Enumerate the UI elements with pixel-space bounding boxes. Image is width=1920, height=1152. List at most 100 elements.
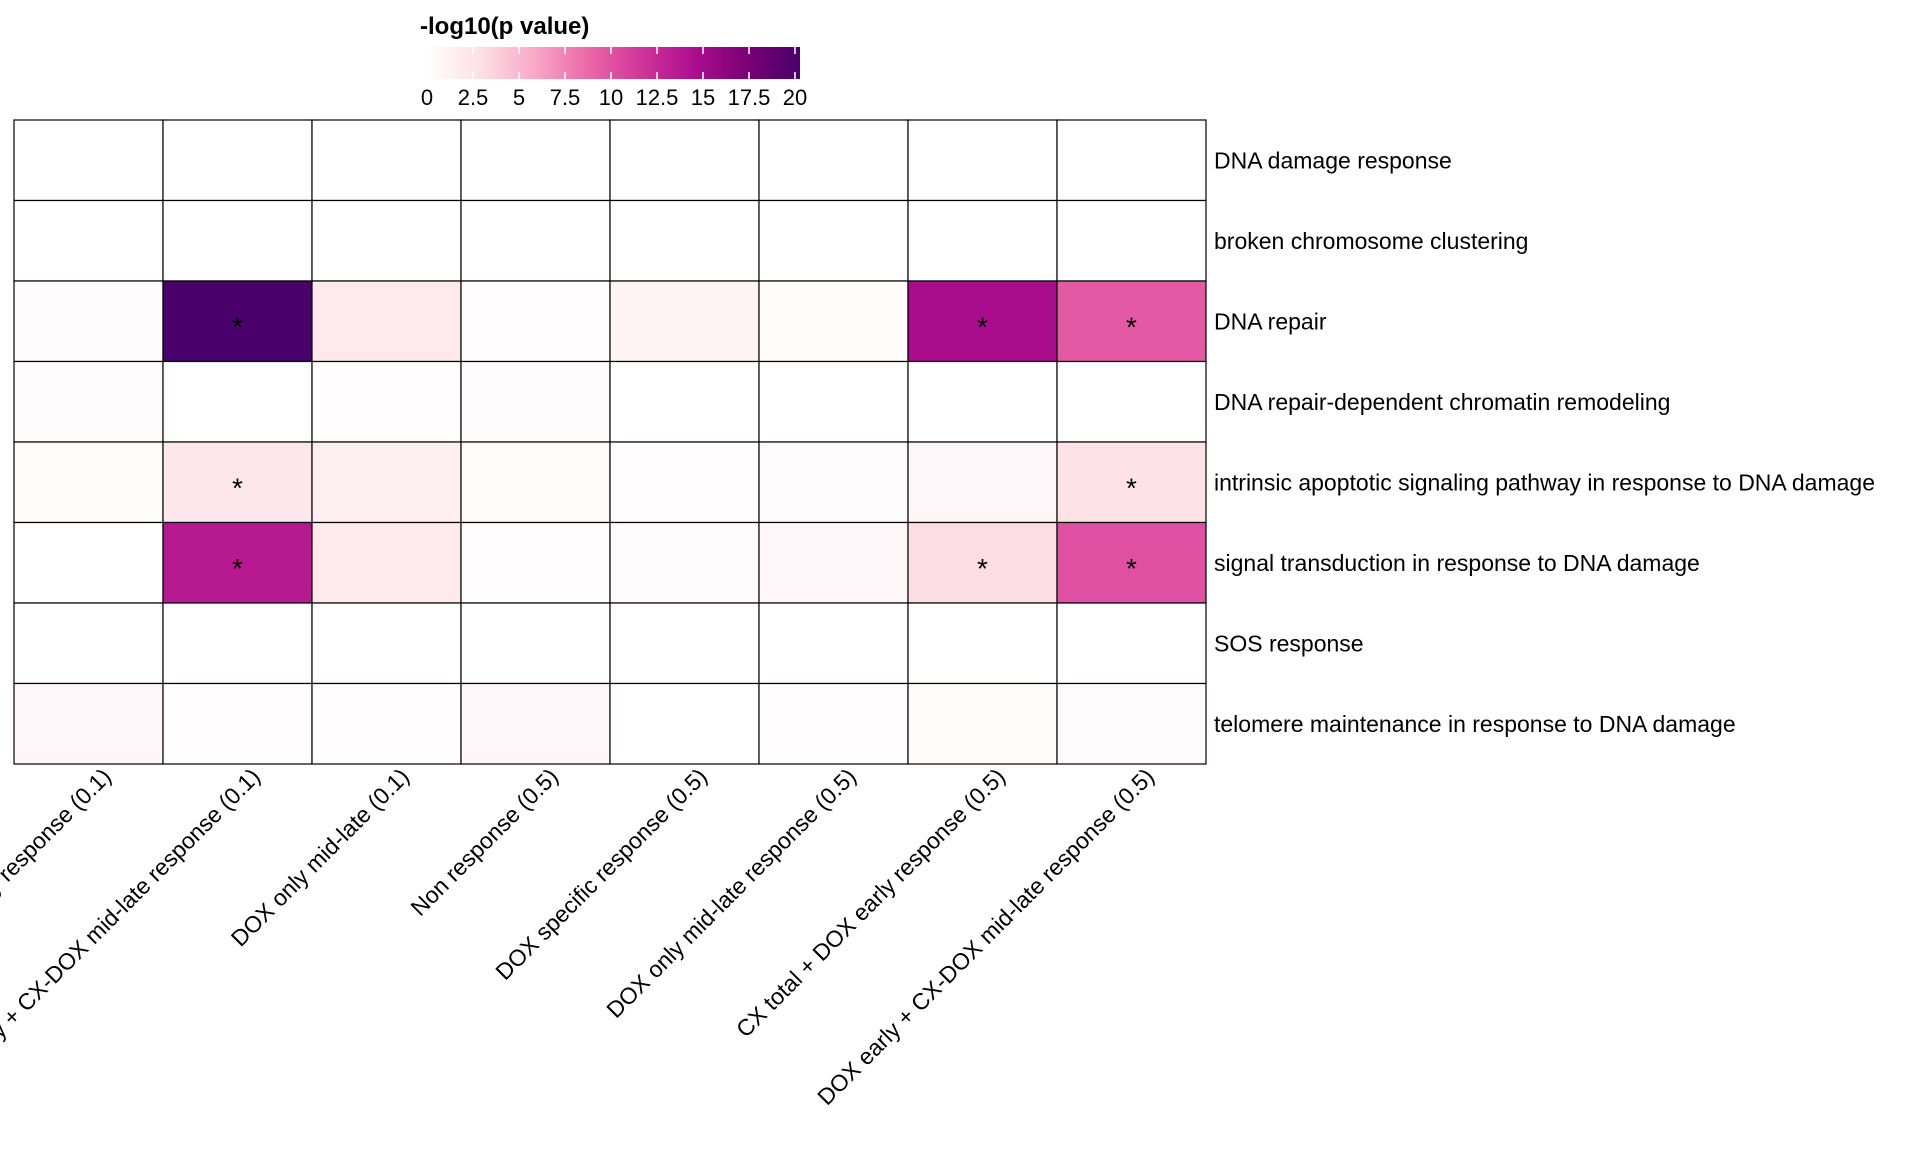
heatmap-cell [609,280,760,363]
row-label: signal transduction in response to DNA d… [1214,550,1700,576]
heatmap-cell [907,119,1058,202]
heatmap-cell [907,199,1058,282]
heatmap-cell [907,280,1058,363]
column-label: Non response (0.5) [405,763,563,921]
heatmap-cell [162,280,313,363]
heatmap-cell [460,119,611,202]
column-label: CX total + DOX early response (0.5) [731,763,1010,1042]
heatmap-cell [162,119,313,202]
heatmap-cell [609,360,760,443]
heatmap-cell [311,199,462,282]
significance-star: * [1126,553,1137,584]
heatmap-cell [758,280,909,363]
heatmap-cell [758,119,909,202]
heatmap-cell [311,360,462,443]
heatmap-cell [1056,441,1207,524]
heatmap-cell [460,521,611,604]
heatmap-cell [460,280,611,363]
row-label: broken chromosome clustering [1214,228,1528,254]
legend-tick-label: 2.5 [458,85,489,110]
legend-colorbar [427,47,800,79]
significance-star: * [232,311,243,342]
legend-tick-label: 12.5 [636,85,679,110]
heatmap-cell [13,199,164,282]
significance-markers: * * * * * * * * [232,311,1137,584]
legend-tick-label: 15 [691,85,715,110]
heatmap-cell [162,602,313,685]
heatmap-cell [311,602,462,685]
legend-tick-label: 20 [783,85,807,110]
heatmap-cell [758,199,909,282]
significance-star: * [1126,472,1137,503]
heatmap-cell [609,521,760,604]
heatmap-cell [13,360,164,443]
heatmap-cell [1056,280,1207,363]
heatmap-cell [13,521,164,604]
row-label: DNA damage response [1214,147,1452,173]
heatmap-cell [907,360,1058,443]
heatmap-cell [609,682,760,765]
heatmap-cell [907,682,1058,765]
column-label: DOX only mid-late response (0.5) [601,763,861,1023]
heatmap-cell [758,682,909,765]
heatmap-cell [460,602,611,685]
color-legend: -log10(p value) 0 2.5 5 7.5 10 12.5 15 17.5 20 [420,13,807,110]
legend-tick-label: 17.5 [728,85,771,110]
heatmap-cell [1056,199,1207,282]
heatmap-cell [162,521,313,604]
significance-star: * [232,553,243,584]
heatmap-cell [609,441,760,524]
heatmap-cell [907,441,1058,524]
row-label: DNA repair [1214,308,1327,334]
heatmap-cell [13,119,164,202]
row-label: SOS response [1214,630,1364,656]
column-label: DOX early + CX-DOX mid-late response (0.… [0,763,265,1110]
heatmap-cell [311,441,462,524]
heatmap-cell [609,119,760,202]
heatmap-cell [907,521,1058,604]
heatmap-cell [13,280,164,363]
heatmap-cell [13,441,164,524]
heatmap-cell [907,602,1058,685]
heatmap-cell [1056,602,1207,685]
row-labels: DNA damage response broken chromosome clu… [1214,147,1875,737]
heatmap-cell [311,119,462,202]
heatmap-cell [1056,682,1207,765]
column-label: DOX early + CX-DOX mid-late response (0.… [812,763,1159,1110]
heatmap-cell [162,682,313,765]
heatmap-cell [758,360,909,443]
heatmap-cell [162,441,313,524]
heatmap-cell [609,602,760,685]
heatmap-cell [1056,119,1207,202]
significance-star: * [1126,311,1137,342]
row-label: intrinsic apoptotic signaling pathway in… [1214,469,1875,495]
heatmap-cells [13,119,1207,765]
legend-tick-label: 10 [599,85,623,110]
legend-tick-label: 7.5 [550,85,581,110]
heatmap-cell [311,521,462,604]
heatmap-cell [162,360,313,443]
heatmap-cell [758,602,909,685]
heatmap-cell [460,682,611,765]
row-label: telomere maintenance in response to DNA … [1214,711,1736,737]
heatmap-cell [609,199,760,282]
significance-star: * [977,553,988,584]
significance-star: * [977,311,988,342]
heatmap-cell [758,521,909,604]
legend-tick-label: 0 [421,85,433,110]
column-labels: CX-DOX early response (0.1)DOX early + C… [0,763,1159,1110]
heatmap-cell [13,682,164,765]
heatmap-cell [311,682,462,765]
heatmap-cell [1056,521,1207,604]
heatmap-cell [1056,360,1207,443]
legend-tick-label: 5 [513,85,525,110]
heatmap-cell [460,441,611,524]
heatmap-cell [460,199,611,282]
heatmap-cell [311,280,462,363]
heatmap-cell [162,199,313,282]
row-label: DNA repair-dependent chromatin remodelin… [1214,389,1670,415]
legend-title: -log10(p value) [420,13,589,40]
heatmap-cell [460,360,611,443]
significance-star: * [232,472,243,503]
